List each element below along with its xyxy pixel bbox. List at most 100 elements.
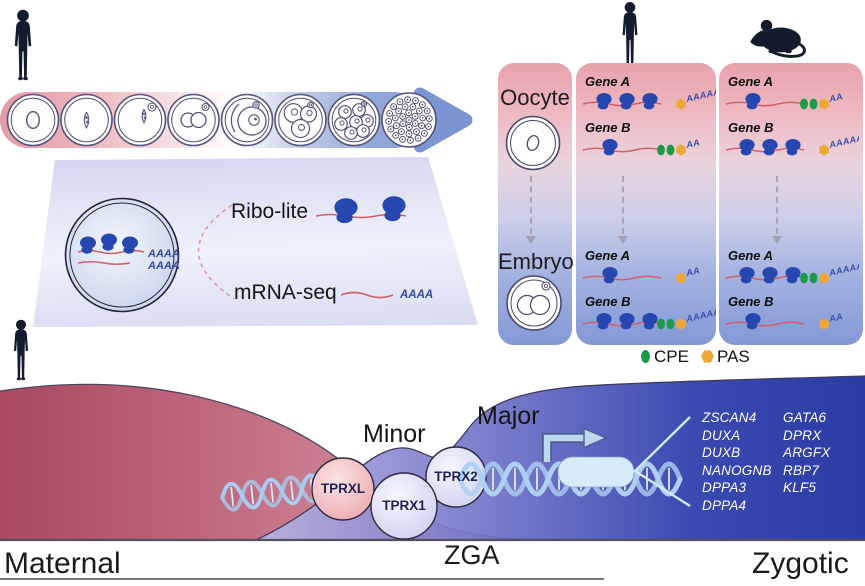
oocyte-to-embryo-arrow [622,176,624,234]
ribosome-icon [642,312,658,330]
tprx1-label: TPRX1 [382,498,426,513]
svg-text:AA: AA [827,91,844,104]
ribosome-icon [745,312,761,330]
gene-label: Gene B [585,294,631,309]
ribosome-icon [80,236,96,254]
ribosome-icon [619,92,635,110]
embryo-icon [506,275,562,331]
pas-icon [676,272,686,284]
ribosome-icon [334,198,358,224]
transcription-arrow-icon [542,427,608,462]
zga-gene-item: KLF5 [783,480,817,496]
pas-icon [819,98,829,110]
major-wave-label: Major [477,402,540,430]
ribosome-icon [745,92,761,110]
ribosome-icon [739,138,755,156]
bottom-rule [0,578,604,580]
pas-icon [676,144,686,156]
svg-text:AAAAAAA: AAAAAAA [827,136,859,150]
gene-label: Gene A [585,74,631,89]
embryo-stage-mii-oocyte [60,93,113,147]
dashed-connector [197,204,235,300]
ribosome-icon [739,266,755,284]
tprx2-label: TPRX2 [434,469,478,484]
human-icon [622,2,638,66]
pas-icon [819,144,829,156]
ribosome-icon [101,233,117,251]
gene-label: Gene B [728,120,774,135]
human-icon [13,319,29,381]
gene-label: Gene A [728,74,774,89]
pas-icon [676,318,686,330]
minor-wave-label: Minor [363,420,426,448]
cpe-icon [666,144,675,156]
pas-icon [819,318,829,330]
svg-text:AA: AA [684,137,701,150]
embryo-stage-4-cell [274,93,327,147]
cpe-icon [666,318,675,330]
oocyte-icon [505,115,561,171]
gene-label: Gene B [585,120,631,135]
cpe-icon [657,144,665,156]
cpe-icon [657,318,665,330]
cpe-icon [809,272,818,284]
oocyte-cell: AAAA AAAA [64,197,180,313]
maternal-wave [0,384,570,540]
svg-text:AAAAAA: AAAAAA [827,264,859,278]
oocyte-label: Oocyte [500,85,570,110]
zga-gene-item: DPPA3 [702,480,747,496]
zga-wave-chart [0,375,865,542]
pas-label: PAS [717,347,750,366]
zga-gene-item: GATA6 [783,410,827,425]
pas-swatch-icon [701,350,714,363]
pas-icon [676,98,686,110]
ribosome-icon [642,92,658,110]
zygotic-axis-label: Zygotic [752,547,849,580]
svg-text:AAAAAA: AAAAAA [684,310,716,324]
zga-gene-item: DUXB [702,445,741,461]
embryo-stage-pronuclear-zygote [167,93,220,147]
embryo-stage-8-cell [327,93,381,147]
ribosome-icon [762,266,778,284]
polya-label: AAAA [399,289,433,301]
zga-gene-item: DPPA4 [702,497,747,513]
embryo-stage-2-cell [220,93,274,147]
ribosome-icon [619,312,635,330]
pas-icon [819,272,829,284]
gene-label: Gene B [728,294,774,309]
mrna-seq-label: mRNA-seq [234,281,337,304]
arrowhead-icon [526,236,536,244]
tprxl-label: TPRXL [320,481,366,496]
zga-gene-item: NANOGNB [702,462,772,478]
gene-body [557,456,635,488]
mouse-column [719,63,863,345]
mrna-row: AAAAAA [725,264,859,284]
oocyte-to-embryo-arrow [776,176,778,234]
cpe-icon [800,98,808,110]
cpe-icon [800,272,808,284]
ribosome-icon [596,92,612,110]
ribosome-pair-icon [315,196,407,224]
zga-gene-list-col2: GATA6 DPRX ARGFX RBP7 KLF5 [783,409,831,497]
svg-text:AA: AA [827,311,844,324]
zga-axis-label: ZGA [444,540,500,570]
mrna-row: AA [725,311,844,330]
ribosome-icon [785,266,801,284]
polya-label: AAAA [147,260,180,272]
mrna-row: AA [725,91,844,110]
mouse-icon [750,19,806,58]
cpe-icon [809,98,818,110]
embryo-label: Embryo [498,249,574,274]
human-column [576,63,716,345]
ribosome-icon [762,138,778,156]
embryo-stage-oocyte [6,93,60,147]
tprx1-circle [370,472,438,540]
svg-text:AA: AA [684,265,701,278]
mrna-icon: AAAA [340,289,433,301]
embryo-stage-fertilized-egg [113,93,167,147]
arrowhead-icon [618,236,628,244]
tprxl-circle [311,457,375,521]
ribosome-icon [602,138,618,156]
ribosome-icon [596,312,612,330]
